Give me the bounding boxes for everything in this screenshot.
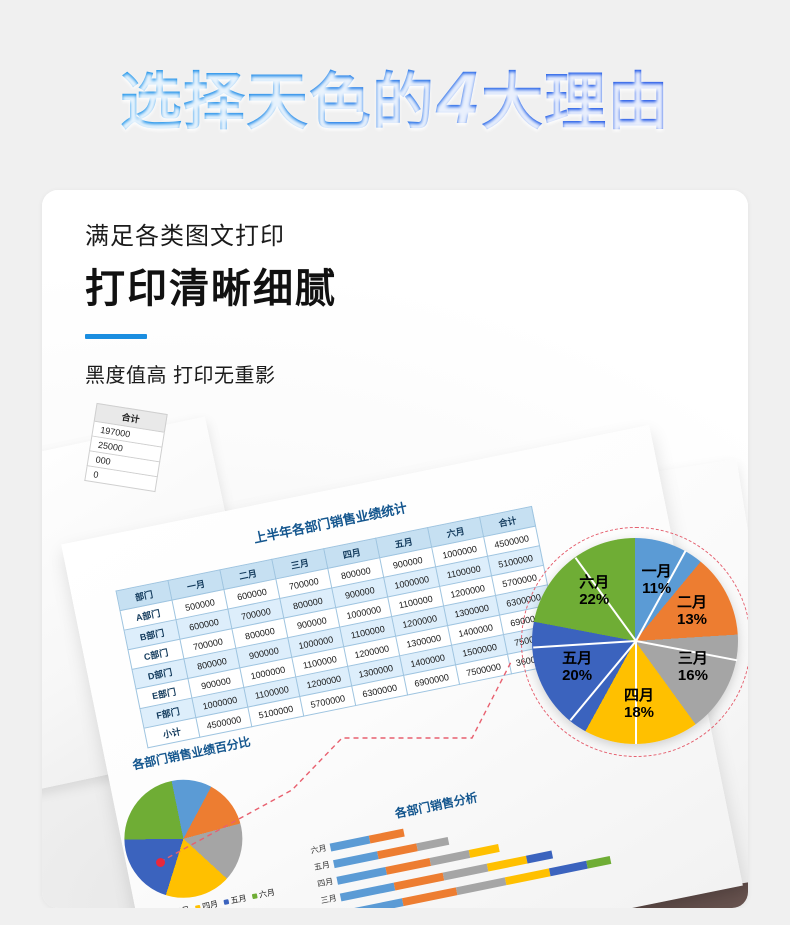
bar-axis-label: 三月 xyxy=(320,893,338,906)
legend-swatch xyxy=(251,893,258,900)
bar-segment xyxy=(416,836,450,851)
pie-label-name: 六月 xyxy=(579,573,610,591)
mini-pie-disc xyxy=(113,769,253,908)
pie-label-value: 11% xyxy=(642,580,672,598)
pie-label-name: 二月 xyxy=(677,593,708,611)
headline-part2: 大理由 xyxy=(481,68,671,137)
side-mini-table: 合计 197000 25000 000 0 xyxy=(84,402,168,493)
pie-label-value: 18% xyxy=(624,704,655,722)
pie-label-value: 20% xyxy=(562,667,593,685)
accent-divider xyxy=(85,333,147,339)
pie-slice-dividers xyxy=(532,538,738,744)
pie-slice-label: 一月 11% xyxy=(629,563,685,598)
headline-text: 选择天色的4大理由 xyxy=(120,61,670,135)
pie-label-name: 五月 xyxy=(562,650,593,668)
pie-divider xyxy=(533,640,637,649)
card-title: 打印清晰细腻 xyxy=(85,266,337,311)
pie-divider xyxy=(635,641,637,744)
pie-label-name: 四月 xyxy=(624,686,655,704)
pie-slice-label: 二月 13% xyxy=(664,594,720,629)
magnifier-ring xyxy=(521,527,748,757)
pie-slice-label: 三月 16% xyxy=(665,650,721,685)
pie-slice-label: 六月 22% xyxy=(566,574,622,609)
legend-item: 四月 xyxy=(194,899,219,908)
legend-swatch xyxy=(223,899,230,905)
bar-segment xyxy=(455,876,507,895)
pie-slice-label: 五月 20% xyxy=(549,650,605,685)
pie-label-name: 三月 xyxy=(677,650,708,668)
bar-segment xyxy=(586,855,612,869)
card-subtitle: 满足各类图文打印 xyxy=(85,223,285,250)
page-headline: 选择天色的4大理由 xyxy=(0,52,790,144)
card-tagline: 黑度值高 打印无重影 xyxy=(85,364,276,387)
sales-spreadsheet: 部门 一月 二月 三月 四月 五月 六月 合计 A部门 500000 600000 700000 80… xyxy=(115,505,565,749)
headline-part1: 选择天色的 xyxy=(119,68,435,137)
product-photo: 合计 197000 25000 000 0 上半年各部门销售业绩统计 部门 一月二… xyxy=(42,190,748,908)
magnified-pie-chart: 一月 11% 二月 13% 三月 16% 四月 18% 五月 20% 六月 22% xyxy=(521,527,748,757)
bar-segment xyxy=(525,850,553,864)
pie-label-value: 13% xyxy=(677,611,708,629)
callout-anchor-dot xyxy=(156,858,165,867)
pie-label-name: 一月 xyxy=(641,562,672,580)
legend-item: 六月 xyxy=(251,888,276,901)
headline-number: 4 xyxy=(436,56,480,139)
feature-card: 合计 197000 25000 000 0 上半年各部门销售业绩统计 部门 一月二… xyxy=(42,190,748,908)
legend-item: 五月 xyxy=(223,893,247,906)
pie-slice-label: 四月 18% xyxy=(611,687,667,722)
bar-segment xyxy=(504,867,551,885)
bar-segment xyxy=(468,843,500,858)
bottom-spacer xyxy=(0,908,790,925)
card-copy: 满足各类图文打印 打印清晰细腻 黑度值高 打印无重影 xyxy=(85,223,505,388)
bar-segment xyxy=(548,860,588,876)
pie-label-value: 22% xyxy=(579,590,610,608)
pie-label-value: 16% xyxy=(677,667,708,685)
